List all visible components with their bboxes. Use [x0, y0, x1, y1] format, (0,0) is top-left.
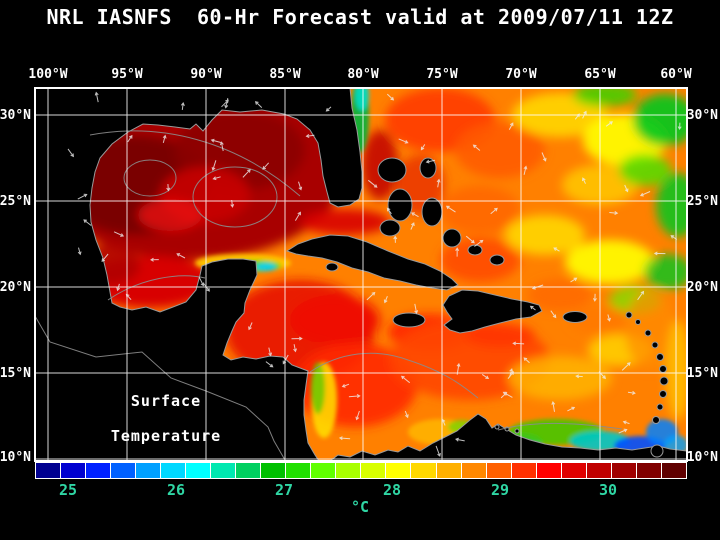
land-lesser-antilles	[494, 311, 669, 458]
colorbar-segment	[461, 463, 487, 478]
colorbar-unit-label: °C	[350, 498, 370, 516]
colorbar-segment	[386, 463, 412, 478]
colorbar-segment	[261, 463, 287, 478]
lon-label: 65°W	[584, 67, 615, 82]
colorbar-tick-label: 30	[598, 481, 618, 499]
colorbar-segment	[661, 463, 686, 478]
land-jamaica	[392, 312, 426, 328]
colorbar	[35, 462, 687, 479]
lon-label: 60°W	[660, 67, 691, 82]
current-vector-arrows	[67, 91, 682, 457]
colorbar-segment	[336, 463, 362, 478]
land-north-america-mexico	[35, 88, 363, 461]
colorbar-tick-label: 26	[166, 481, 186, 499]
lon-label: 85°W	[269, 67, 300, 82]
colorbar-ticks: 25 26 27 28 29 30	[0, 481, 720, 499]
lon-label: 90°W	[190, 67, 221, 82]
colorbar-segment	[86, 463, 112, 478]
colorbar-segment	[111, 463, 137, 478]
colorbar-segment	[561, 463, 587, 478]
lon-label: 100°W	[28, 67, 67, 82]
figure-title: NRL IASNFS 60-Hr Forecast valid at 2009/…	[46, 5, 674, 29]
map-border	[34, 87, 688, 462]
colorbar-segment	[611, 463, 637, 478]
colorbar-tick-label: 29	[490, 481, 510, 499]
lon-label: 70°W	[505, 67, 536, 82]
lon-label: 95°W	[111, 67, 142, 82]
colorbar-segment	[161, 463, 187, 478]
lon-label: 80°W	[347, 67, 378, 82]
colorbar-segment	[61, 463, 87, 478]
colorbar-segment	[536, 463, 562, 478]
lat-label-right: 20°N	[687, 280, 718, 295]
colorbar-segment	[511, 463, 537, 478]
lat-label-right: 15°N	[687, 366, 718, 381]
sst-field	[35, 88, 687, 456]
lat-label-right: 25°N	[687, 194, 718, 209]
colorbar-segment	[361, 463, 387, 478]
lat-label-left: 10°N	[0, 450, 31, 465]
colorbar-segment	[36, 463, 62, 478]
lat-label-left: 20°N	[0, 280, 31, 295]
lat-label-left: 30°N	[0, 108, 31, 123]
colorbar-segment	[211, 463, 237, 478]
pacific-coastline	[35, 315, 286, 461]
colorbar-segment	[411, 463, 437, 478]
colorbar-segment	[486, 463, 512, 478]
lat-label-left: 15°N	[0, 366, 31, 381]
map-overlay-label-line1: Surface	[131, 392, 201, 410]
lat-label-right: 30°N	[687, 108, 718, 123]
land-hispaniola	[442, 289, 543, 334]
lat-label-right: 10°N	[687, 450, 718, 465]
colorbar-segment	[586, 463, 612, 478]
colorbar-segment	[311, 463, 337, 478]
coastline-contours	[35, 130, 623, 461]
land-bahamas	[377, 157, 505, 266]
grid-lines	[35, 88, 687, 461]
map-area	[35, 88, 687, 461]
colorbar-segment	[286, 463, 312, 478]
land-isle-of-youth	[325, 262, 339, 272]
colorbar-segment	[186, 463, 212, 478]
colorbar-segment	[136, 463, 162, 478]
colorbar-tick-label: 27	[274, 481, 294, 499]
colorbar-tick-label: 28	[382, 481, 402, 499]
land-puerto-rico	[562, 311, 588, 323]
map-overlay-label-line2: Temperature	[111, 427, 221, 445]
colorbar-segment	[236, 463, 262, 478]
lon-label: 75°W	[426, 67, 457, 82]
lat-label-left: 25°N	[0, 194, 31, 209]
colorbar-segment	[636, 463, 662, 478]
colorbar-tick-label: 25	[58, 481, 78, 499]
colorbar-segment	[436, 463, 462, 478]
